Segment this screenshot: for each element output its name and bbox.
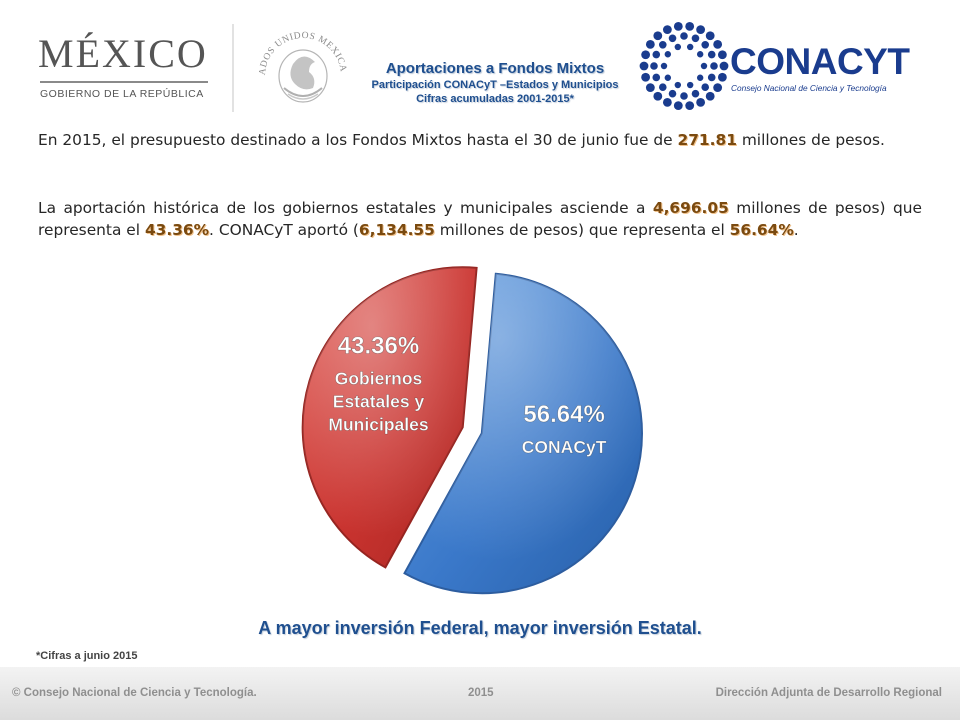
conacyt-logo-icon (639, 22, 729, 110)
logo-dot (674, 43, 682, 51)
mexico-government-logo: MÉXICO GOBIERNO DE LA REPÚBLICA (38, 34, 228, 104)
conacyt-percent: 56.64% (729, 221, 794, 239)
logo-dot (707, 73, 716, 82)
logo-dot (680, 32, 688, 40)
logo-dot (662, 25, 672, 35)
footer-bar: © Consejo Nacional de Ciencia y Tecnolog… (0, 667, 960, 720)
logo-dot (685, 101, 695, 110)
logo-dot (696, 25, 706, 35)
logo-dot (674, 81, 682, 89)
logo-dot (713, 83, 723, 93)
conacyt-amount: 6,134.55 (358, 221, 435, 239)
logo-dot (705, 91, 715, 101)
logo-dot (653, 31, 663, 41)
logo-dot (686, 81, 694, 89)
pie-slice-gloss (302, 267, 477, 568)
logo-dot (691, 34, 700, 43)
budget-text-end: millones de pesos. (736, 131, 885, 149)
logo-dot (664, 51, 672, 58)
pie-label-text: Municipales (328, 415, 428, 435)
logo-dot (686, 43, 694, 51)
logo-dot (680, 92, 688, 100)
logo-dot (710, 62, 718, 70)
conacyt-logo-word: CONACYT (730, 41, 910, 82)
logo-dot (641, 72, 651, 82)
logo-dot (696, 74, 704, 81)
logo-dot (662, 97, 672, 107)
conclusion-message: A mayor inversión Federal, mayor inversi… (258, 618, 702, 638)
logo-dot (717, 72, 727, 82)
national-seal-icon: ESTADOS UNIDOS MEXICANOS (248, 18, 347, 103)
contribution-paragraph: La aportación histórica de los gobiernos… (38, 197, 922, 241)
logo-dot (658, 83, 667, 92)
logo-dot (717, 50, 727, 60)
conacyt-logo-tagline: Consejo Nacional de Ciencia y Tecnología (731, 83, 887, 93)
slide-title-block: Aportaciones a Fondos Mixtos Participaci… (350, 60, 640, 106)
logo-dot (639, 61, 649, 71)
logo-dot (701, 83, 710, 92)
logo-dot (673, 22, 683, 31)
footer-year: 2015 (468, 687, 494, 699)
budget-amount: 271.81 (677, 131, 737, 149)
logo-dot (660, 62, 668, 70)
pie-label-percent: 56.64% (523, 401, 604, 428)
contribution-text-d: millones de pesos) que representa el (434, 221, 730, 239)
logo-dot (691, 89, 700, 98)
states-amount: 4,696.05 (652, 199, 729, 217)
pie-label-text: Estatales y (333, 392, 425, 412)
logo-dot (658, 40, 667, 49)
logo-dot (713, 39, 723, 49)
logo-dot (641, 50, 651, 60)
logo-dot (696, 51, 704, 58)
logo-dot (668, 89, 677, 98)
header-divider (232, 24, 234, 112)
states-percent: 43.36% (144, 221, 210, 239)
logo-dot (685, 22, 695, 31)
logo-dot (701, 40, 710, 49)
footer-copyright: © Consejo Nacional de Ciencia y Tecnolog… (12, 687, 257, 699)
contribution-text-b: millones de pesos) que representa el (38, 199, 922, 239)
logo-dot (719, 61, 729, 71)
logo-dot (700, 62, 708, 70)
contribution-pie-chart: 56.64% CONACyT 43.36% Gobiernos Estatales y M… (301, 266, 643, 595)
logo-dot (664, 74, 672, 81)
logo-dot (652, 73, 661, 82)
pie-label-text: CONACyT (522, 437, 607, 457)
pie-label-percent: 43.36% (338, 333, 419, 360)
mexico-logo-word: MÉXICO (38, 31, 208, 76)
budget-text: En 2015, el presupuesto destinado a los … (38, 131, 678, 149)
logo-dot (645, 83, 655, 93)
logo-dot (696, 97, 706, 107)
logo-dot (653, 91, 663, 101)
slide-title: Aportaciones a Fondos Mixtos (385, 60, 605, 77)
logo-dot (673, 101, 683, 110)
logo-dot (707, 50, 716, 59)
contribution-text-e: . (793, 221, 799, 239)
contribution-text-a: La aportación histórica de los gobiernos… (38, 199, 653, 217)
budget-paragraph: En 2015, el presupuesto destinado a los … (38, 129, 922, 151)
contribution-text-c: . CONACyT aportó ( (209, 221, 359, 239)
pie-slice-gloss (404, 273, 642, 594)
slide-subtitle-2: Cifras acumuladas 2001-2015* (416, 93, 574, 105)
logo-dot (705, 31, 715, 41)
logo-dot (668, 34, 677, 43)
pie-label-text: Gobiernos (335, 369, 423, 389)
logo-dot (645, 39, 655, 49)
footnote: *Cifras a junio 2015 (36, 650, 138, 662)
slide-subtitle-1: Participación CONACyT –Estados y Municip… (371, 79, 619, 91)
logo-dot (652, 50, 661, 59)
mexico-logo-rule (40, 81, 208, 83)
logo-dot (650, 62, 658, 70)
footer-department: Dirección Adjunta de Desarrollo Regional (715, 687, 942, 699)
mexico-logo-subtitle: GOBIERNO DE LA REPÚBLICA (40, 88, 204, 100)
